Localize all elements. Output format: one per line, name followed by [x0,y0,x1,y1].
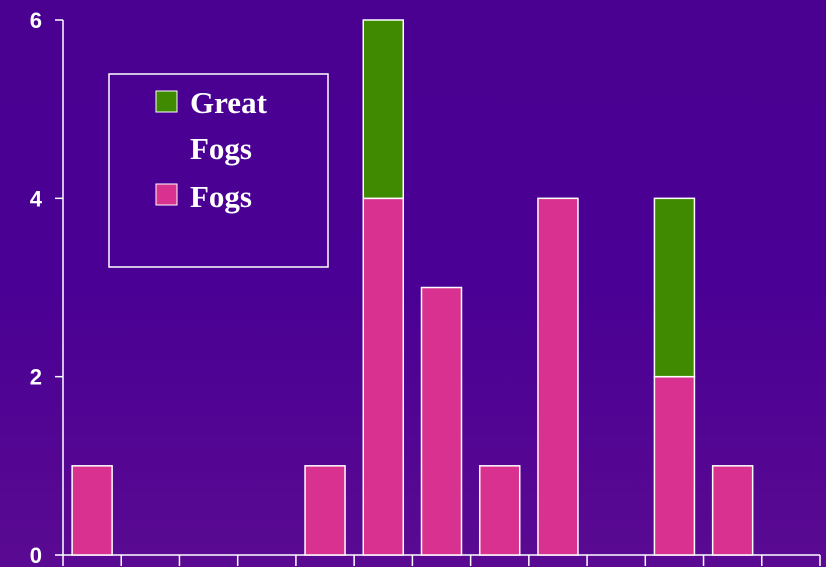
y-axis: 0 2 4 6 [30,8,64,567]
y-tick-label: 2 [30,365,42,390]
legend-label-great-fogs-line2: Fogs [190,131,252,166]
bars [71,19,754,556]
legend: Great Fogs Fogs [108,73,329,268]
bar-great-fogs [362,19,405,200]
bar-fogs [478,465,521,556]
legend-label-great-fogs: Great [190,85,268,120]
x-axis [62,554,821,566]
y-tick-label: 4 [30,186,43,211]
bar-fogs [420,286,463,556]
bar-fogs [304,465,346,556]
y-tick-label: 6 [30,8,42,33]
bar-great-fogs [653,197,696,378]
legend-box [108,73,329,268]
bar-fogs [653,375,696,556]
bar-fogs [71,465,113,556]
bar-fogs [537,197,579,556]
y-tick-label: 0 [30,543,42,567]
legend-swatch-great-fogs [155,90,178,113]
legend-swatch-fogs [155,183,178,206]
bar-fogs [711,465,754,556]
bar-fogs [362,197,405,556]
legend-label-fogs: Fogs [190,179,252,214]
